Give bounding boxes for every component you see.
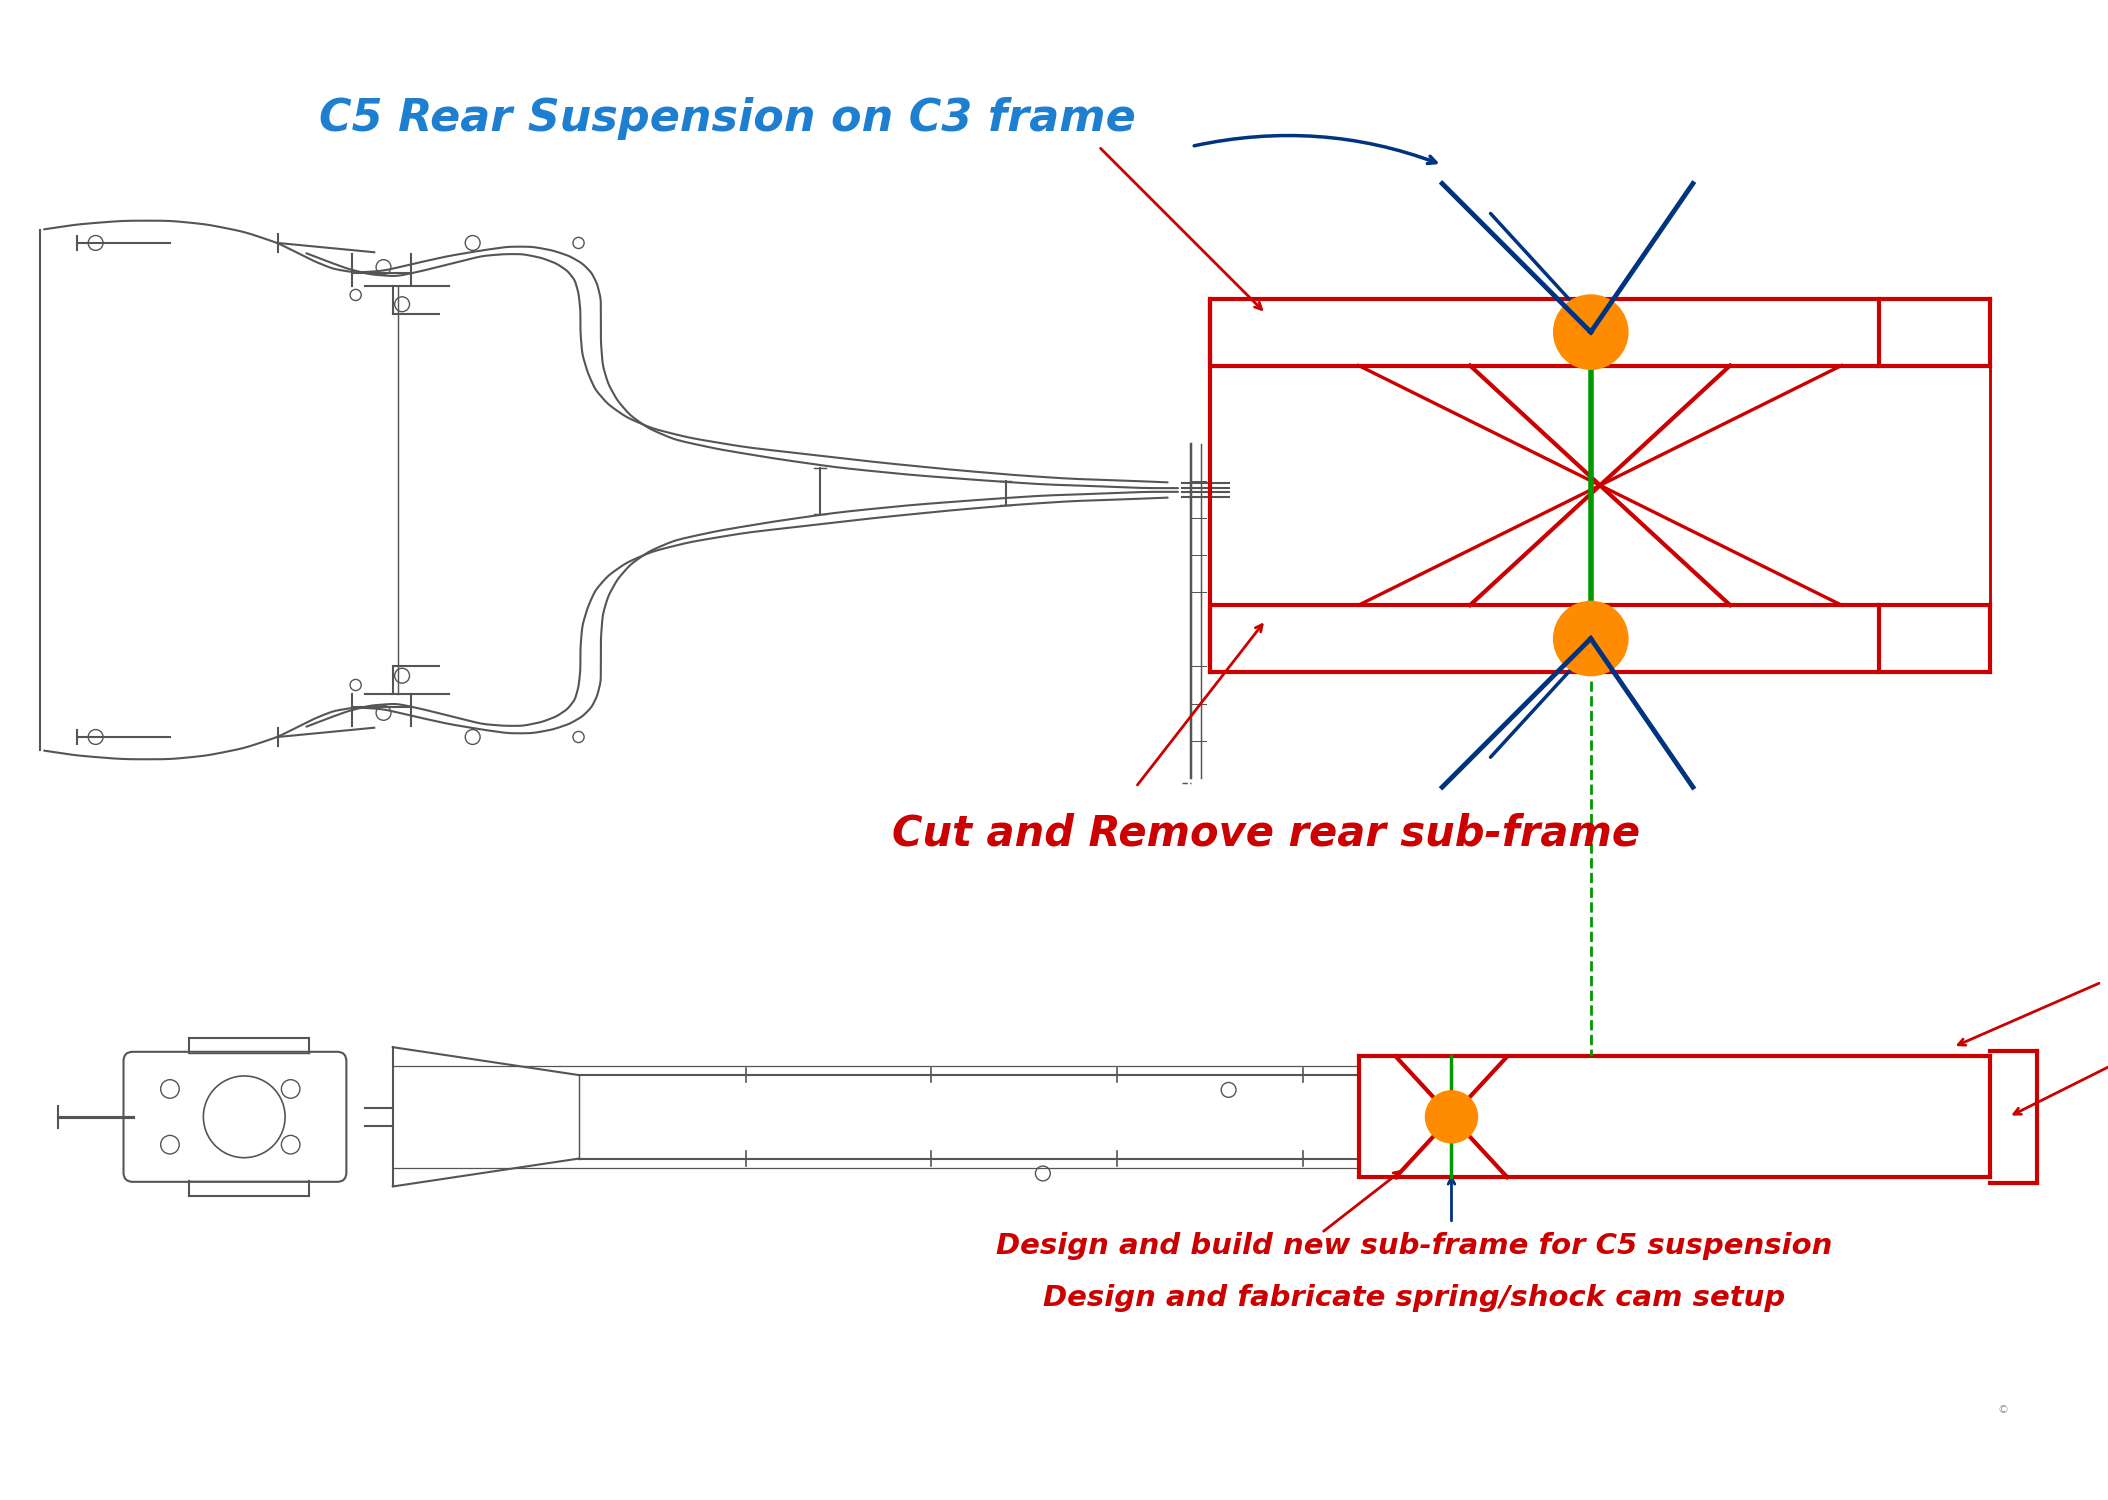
Text: Cut and Remove rear sub-frame: Cut and Remove rear sub-frame	[892, 813, 1640, 855]
Text: Design and fabricate spring/shock cam setup: Design and fabricate spring/shock cam se…	[1043, 1284, 1785, 1312]
Text: Design and build new sub-frame for C5 suspension: Design and build new sub-frame for C5 su…	[997, 1232, 1832, 1260]
Bar	[1210, 298, 1878, 366]
Bar	[1210, 604, 1878, 672]
Circle shape	[1554, 602, 1627, 675]
Text: C5 Rear Suspension on C3 frame: C5 Rear Suspension on C3 frame	[318, 98, 1136, 140]
Circle shape	[1425, 1090, 1478, 1143]
Circle shape	[1554, 296, 1627, 369]
Text: ©: ©	[1998, 1406, 2009, 1414]
